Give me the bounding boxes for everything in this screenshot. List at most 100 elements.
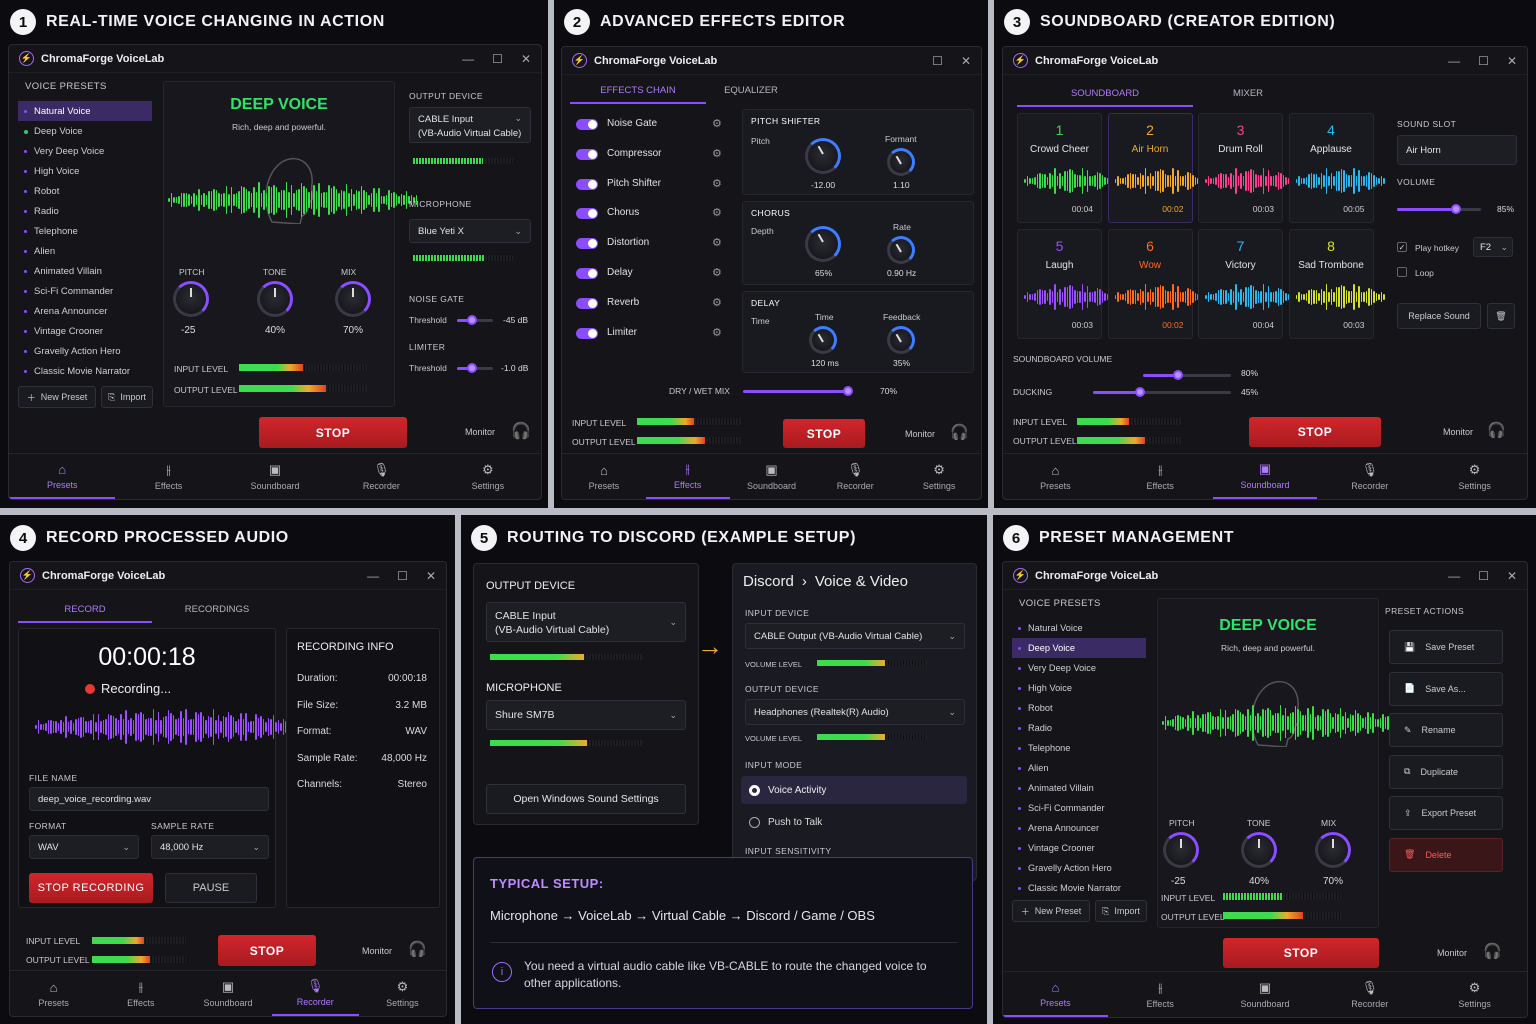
preset-item[interactable]: Alien: [18, 241, 152, 261]
tone-knob[interactable]: [1241, 832, 1277, 868]
nav-effects[interactable]: ⫲ Effects: [1108, 972, 1213, 1017]
preset-item[interactable]: Very Deep Voice: [1012, 658, 1146, 678]
nav-soundboard[interactable]: ▣ Soundboard: [1213, 972, 1318, 1017]
tone-knob[interactable]: [257, 281, 293, 317]
nav-effects[interactable]: ⫲ Effects: [1108, 454, 1213, 499]
sound-tile[interactable]: 5 Laugh 00:03: [1017, 229, 1113, 339]
hotkey-select[interactable]: F2 ⌄: [1473, 237, 1513, 257]
preset-item[interactable]: Natural Voice: [18, 101, 152, 121]
push-to-talk-option[interactable]: Push to Talk: [741, 808, 967, 836]
stop-button[interactable]: STOP: [1249, 417, 1381, 447]
ducking-slider[interactable]: [1093, 387, 1231, 397]
gear-icon[interactable]: ⚙: [712, 267, 722, 279]
rename-button[interactable]: ✎ Rename: [1389, 713, 1503, 747]
import-button[interactable]: ⎘ Import: [101, 386, 153, 408]
sound-tile[interactable]: 7 Victory 00:04: [1198, 229, 1294, 339]
chorus-toggle[interactable]: [576, 208, 598, 220]
nav-presets[interactable]: ⌂ Presets: [1003, 972, 1108, 1017]
nav-recorder[interactable]: 🎙 Recorder: [1317, 972, 1422, 1017]
preset-item[interactable]: High Voice: [1012, 678, 1146, 698]
gear-icon[interactable]: ⚙: [712, 326, 722, 339]
tab-soundboard[interactable]: SOUNDBOARD: [1017, 82, 1193, 107]
slider-thumb[interactable]: [1135, 387, 1145, 397]
nav-soundboard[interactable]: ▣ Soundboard: [730, 454, 814, 499]
close-icon[interactable]: ✕: [960, 53, 971, 68]
maximize-icon[interactable]: ☐: [492, 51, 503, 66]
gear-icon[interactable]: ⚙: [712, 237, 722, 250]
limiter-slider[interactable]: [457, 363, 493, 373]
microphone-select[interactable]: Shure SM7B ⌄: [486, 700, 686, 730]
format-select[interactable]: WAV ⌄: [29, 835, 139, 859]
nav-recorder[interactable]: 🎙 Recorder: [271, 971, 359, 1016]
save-as-button[interactable]: 📄 Save As...: [1389, 671, 1503, 706]
noise-gate-slider[interactable]: [457, 315, 493, 325]
nav-settings[interactable]: ⚙ Settings: [359, 971, 446, 1016]
slider-thumb[interactable]: [843, 386, 853, 396]
nav-settings[interactable]: ⚙ Settings: [435, 454, 541, 499]
microphone-select[interactable]: Blue Yeti X ⌄: [409, 219, 531, 243]
tab-mixer[interactable]: MIXER: [1232, 88, 1264, 99]
headphones-icon[interactable]: 🎧: [1483, 943, 1502, 960]
preset-item[interactable]: Vintage Crooner: [1012, 838, 1146, 858]
nav-recorder[interactable]: 🎙 Recorder: [328, 454, 434, 499]
preset-item[interactable]: Classic Movie Narrator: [18, 361, 152, 381]
volume-slider[interactable]: [1397, 204, 1481, 214]
replace-sound-button[interactable]: Replace Sound: [1397, 303, 1481, 329]
sound-tile[interactable]: 3 Drum Roll 00:03: [1198, 113, 1294, 223]
close-icon[interactable]: ✕: [520, 51, 531, 66]
preset-item[interactable]: Alien: [1012, 758, 1146, 778]
preset-item[interactable]: Very Deep Voice: [18, 141, 152, 161]
minimize-icon[interactable]: —: [1448, 568, 1461, 583]
voice-activity-option[interactable]: Voice Activity: [741, 776, 967, 804]
pitch-knob[interactable]: [173, 281, 209, 317]
noise-gate-toggle[interactable]: [576, 119, 598, 130]
close-icon[interactable]: ✕: [425, 568, 436, 583]
pause-button[interactable]: PAUSE: [165, 873, 257, 903]
stop-button[interactable]: STOP: [783, 419, 865, 448]
mix-knob[interactable]: [1315, 832, 1351, 868]
depth-knob[interactable]: [805, 226, 841, 262]
slider-thumb[interactable]: [467, 363, 477, 373]
nav-effects[interactable]: ⫲ Effects: [645, 454, 730, 499]
preset-item[interactable]: Vintage Crooner: [18, 321, 152, 341]
preset-item[interactable]: Sci-Fi Commander: [18, 281, 152, 301]
stop-button[interactable]: STOP: [1223, 938, 1379, 968]
tab-record[interactable]: RECORD: [18, 598, 152, 623]
nav-presets[interactable]: ⌂ Presets: [1003, 454, 1108, 499]
feedback-knob[interactable]: [887, 326, 915, 354]
nav-recorder[interactable]: 🎙 Recorder: [1317, 454, 1422, 499]
stop-button[interactable]: STOP: [259, 417, 407, 448]
nav-soundboard[interactable]: ▣ Soundboard: [222, 454, 328, 499]
tab-effects-chain[interactable]: EFFECTS CHAIN: [570, 79, 706, 104]
preset-item[interactable]: Sci-Fi Commander: [1012, 798, 1146, 818]
sound-tile[interactable]: 8 Sad Trombone 00:03: [1288, 229, 1385, 339]
preset-item[interactable]: Gravelly Action Hero: [1012, 858, 1146, 878]
delay-toggle[interactable]: [576, 268, 598, 279]
slider-thumb[interactable]: [1173, 370, 1183, 380]
headphones-icon[interactable]: 🎧: [408, 941, 427, 958]
tab-equalizer[interactable]: EQUALIZER: [724, 85, 778, 96]
nav-recorder[interactable]: 🎙 Recorder: [813, 454, 897, 499]
loop-checkbox[interactable]: [1397, 267, 1407, 277]
file-name-input[interactable]: deep_voice_recording.wav: [29, 787, 269, 811]
slider-thumb[interactable]: [1451, 204, 1461, 214]
maximize-icon[interactable]: ☐: [1478, 53, 1489, 68]
sound-slot-field[interactable]: Air Horn: [1397, 135, 1517, 165]
headphones-icon[interactable]: 🎧: [1487, 422, 1506, 439]
nav-soundboard[interactable]: ▣ Soundboard: [1212, 454, 1318, 499]
stop-recording-button[interactable]: STOP RECORDING: [29, 873, 153, 903]
preset-item[interactable]: Natural Voice: [1012, 618, 1146, 638]
pitch-knob[interactable]: [1163, 832, 1199, 868]
close-icon[interactable]: ✕: [1506, 568, 1517, 583]
duplicate-button[interactable]: ⧉ Duplicate: [1389, 754, 1503, 789]
preset-item[interactable]: High Voice: [18, 161, 152, 181]
preset-item[interactable]: Animated Villain: [18, 261, 152, 281]
preset-item[interactable]: Radio: [18, 201, 152, 221]
minimize-icon[interactable]: —: [462, 51, 475, 66]
close-icon[interactable]: ✕: [1506, 53, 1517, 68]
preset-item[interactable]: Deep Voice: [18, 121, 152, 141]
headphones-icon[interactable]: 🎧: [950, 424, 969, 441]
output-device-select[interactable]: CABLE Input (VB-Audio Virtual Cable) ⌄: [486, 602, 686, 642]
tab-recordings[interactable]: RECORDINGS: [184, 604, 250, 615]
minimize-icon[interactable]: —: [1448, 53, 1461, 68]
